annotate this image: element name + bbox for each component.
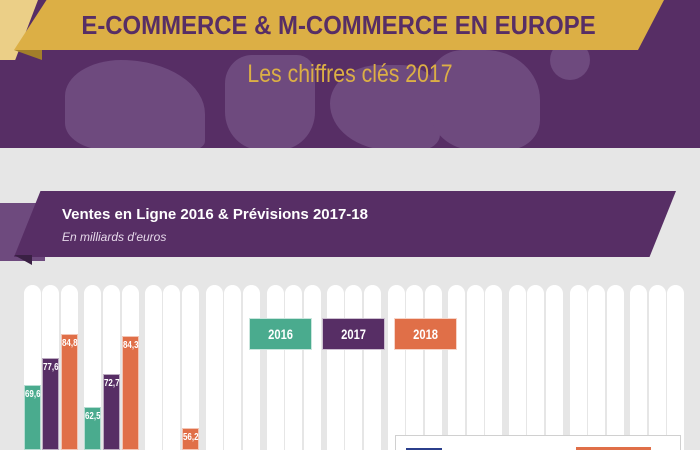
bar-track: [406, 285, 423, 450]
bar-track: [243, 285, 260, 450]
bar-2018: 56,2: [182, 428, 199, 450]
bar-track: [285, 285, 302, 450]
bar-value: 69,6: [24, 389, 41, 400]
bar-chart: 69,6 77,6 84,8 62,5 72,7 84,3 56,2: [0, 285, 700, 450]
bar-value: 84,8: [61, 338, 78, 349]
bar-value: 62,5: [84, 411, 101, 422]
bar-value: 77,6: [42, 362, 59, 373]
page-title: E-COMMERCE & M-COMMERCE EN EUROPE: [81, 9, 597, 40]
bar-track: [267, 285, 284, 450]
bar-track: [327, 285, 344, 450]
bar-track: [206, 285, 223, 450]
bar-track: [588, 285, 605, 450]
bar-track: [345, 285, 362, 450]
bar-track: [224, 285, 241, 450]
page-subtitle: Les chiffres clés 2017: [247, 60, 453, 88]
bar-track: [145, 285, 162, 450]
bar-track: [570, 285, 587, 450]
bar-2018: 84,3: [122, 336, 139, 450]
card-orange-badge: [576, 447, 651, 450]
europe-map-shape: [225, 55, 315, 148]
legend-2016: 2016: [249, 318, 312, 350]
bar-value: 72,7: [103, 378, 120, 389]
title-ribbon: E-COMMERCE & M-COMMERCE EN EUROPE: [14, 0, 664, 50]
chart-subtitle: En milliards d'euros: [62, 230, 167, 244]
bar-track: [630, 285, 647, 450]
header-banner: E-COMMERCE & M-COMMERCE EN EUROPE Les ch…: [0, 0, 700, 148]
legend-2017: 2017: [322, 318, 385, 350]
bar-track: [667, 285, 684, 450]
bar-2016: 69,6: [24, 385, 41, 450]
bar-track: [485, 285, 502, 450]
bar-track: [546, 285, 563, 450]
bar-track: [448, 285, 465, 450]
bar-2017: 72,7: [103, 374, 120, 450]
bar-value: 84,3: [122, 340, 139, 351]
bar-2018: 84,8: [61, 334, 78, 450]
bar-track: [388, 285, 405, 450]
bar-track: [509, 285, 526, 450]
bar-track: [163, 285, 180, 450]
legend-2018: 2018: [394, 318, 457, 350]
bar-track: [607, 285, 624, 450]
bar-value: 56,2: [182, 432, 199, 443]
section-ribbon: [14, 191, 676, 257]
bar-track: [182, 285, 199, 450]
bar-track: [527, 285, 544, 450]
bar-track: [425, 285, 442, 450]
bar-track: [649, 285, 666, 450]
bar-track: [364, 285, 381, 450]
bar-track: [467, 285, 484, 450]
info-card: [395, 435, 681, 450]
bar-2016: 62,5: [84, 407, 101, 450]
bar-2017: 77,6: [42, 358, 59, 450]
bar-track: [304, 285, 321, 450]
card-blue-badge: [406, 448, 442, 450]
europe-map-shape: [430, 50, 540, 148]
chart-title: Ventes en Ligne 2016 & Prévisions 2017-1…: [62, 206, 368, 223]
europe-map-shape: [330, 65, 440, 148]
section-ribbon-fold: [14, 255, 32, 265]
title-ribbon-fold: [14, 50, 42, 60]
